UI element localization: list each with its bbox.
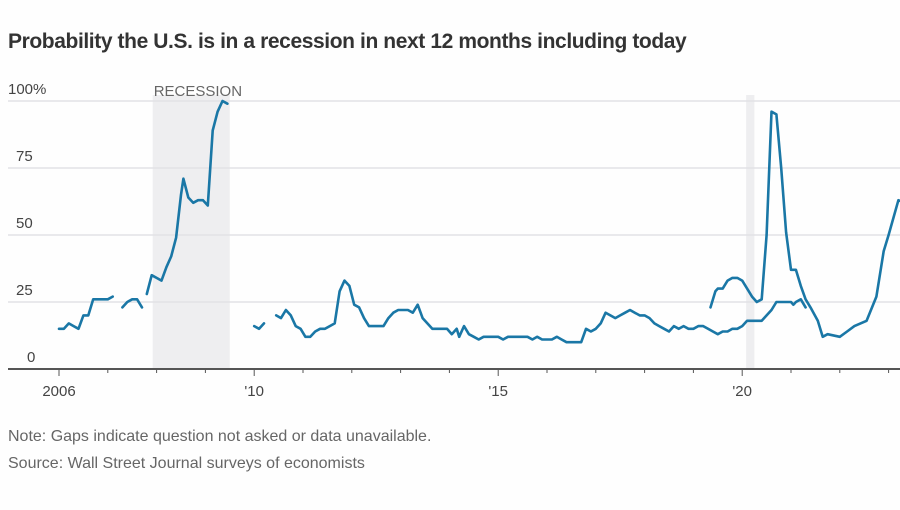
x-tick-label: '20 bbox=[732, 383, 752, 400]
recession-label: RECESSION bbox=[154, 83, 242, 100]
series-line-segment bbox=[57, 295, 114, 331]
recession-bands: RECESSION bbox=[152, 83, 755, 369]
chart-title: Probability the U.S. is in a recession i… bbox=[8, 30, 687, 53]
y-tick-label: 0 bbox=[27, 349, 35, 366]
series-line-segment bbox=[252, 322, 266, 331]
recession-band bbox=[746, 95, 755, 369]
x-axis: 2006 '10 '15 '20 bbox=[8, 368, 900, 400]
x-tick-label: '10 bbox=[244, 383, 264, 400]
x-tick-label: '15 bbox=[488, 383, 508, 400]
y-axis-labels: 0 25 50 75 100% bbox=[8, 81, 46, 366]
series-line-segment bbox=[121, 298, 144, 309]
recession-band bbox=[152, 95, 230, 369]
series-line-segment bbox=[274, 279, 807, 344]
gridlines bbox=[8, 100, 900, 303]
x-tick-label: 2006 bbox=[42, 383, 75, 400]
series-line-segment bbox=[145, 99, 229, 296]
series-lines bbox=[57, 99, 900, 344]
y-tick-label: 75 bbox=[16, 148, 33, 165]
y-tick-label: 100% bbox=[8, 81, 46, 98]
line-chart: RECESSION 0 25 50 75 100% 2006 '10 '15 '20 bbox=[8, 81, 900, 400]
chart-source: Source: Wall Street Journal surveys of e… bbox=[8, 455, 365, 472]
y-tick-label: 25 bbox=[16, 282, 33, 299]
series-line-segment bbox=[709, 110, 900, 339]
chart-note: Note: Gaps indicate question not asked o… bbox=[8, 428, 432, 445]
y-tick-label: 50 bbox=[16, 215, 33, 232]
